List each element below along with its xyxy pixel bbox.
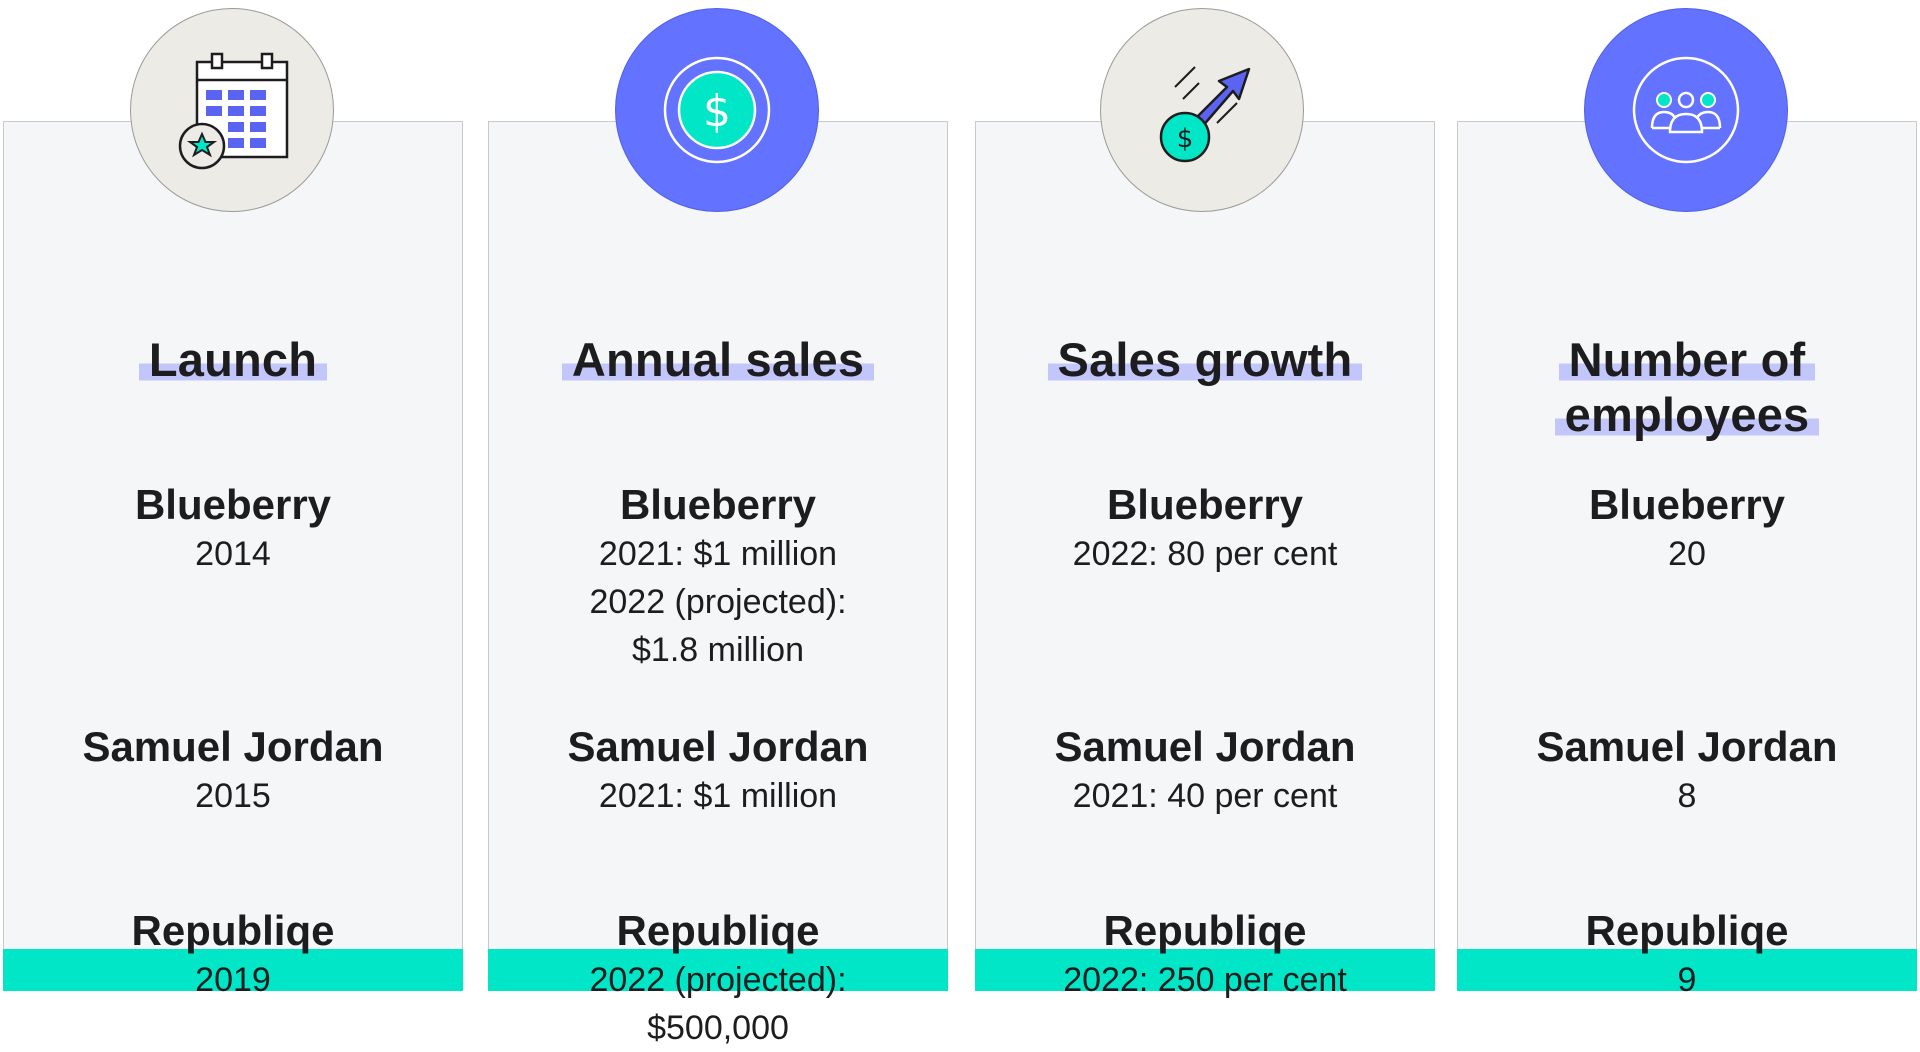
card-footer-bar <box>975 949 1435 991</box>
card-title-line: Launch <box>138 333 328 386</box>
entry-value: 2015 <box>195 777 271 815</box>
entry-value: $500,000 <box>647 1009 789 1047</box>
card-title: Annual sales <box>489 332 947 387</box>
card-title-line: Sales growth <box>1047 333 1363 386</box>
card-launch: Launch Blueberry 2014 Samuel Jordan 2015… <box>3 121 463 999</box>
entry-republiqe: Republiqe 2022: 250 per cent <box>976 906 1434 1004</box>
entry-blueberry: Blueberry 20 <box>1458 480 1916 578</box>
entry-value: 2022: 250 per cent <box>1063 961 1347 999</box>
card-title-line: Annual sales <box>561 333 875 386</box>
entry-value: 2021: 40 per cent <box>1072 777 1338 815</box>
entry-value: 2021: $1 million <box>598 535 838 573</box>
card-title: Sales growth <box>976 332 1434 387</box>
employees-badge <box>1584 8 1788 212</box>
entry-value: 2021: $1 million <box>598 777 838 815</box>
card-footer-bar <box>488 949 948 991</box>
card-title: Number of employees <box>1458 332 1916 442</box>
entry-value: $1.8 million <box>632 631 804 669</box>
company-name: Samuel Jordan <box>1054 723 1356 770</box>
entry-value: 2014 <box>195 535 271 573</box>
card-number-of-employees: Number of employees Blueberry 20 Samuel … <box>1457 121 1917 999</box>
company-name: Samuel Jordan <box>1536 723 1838 770</box>
calendar-star-icon <box>178 52 289 170</box>
entry-blueberry: Blueberry 2014 <box>4 480 462 578</box>
sales-growth-badge: $ <box>1100 8 1304 212</box>
launch-badge <box>130 8 334 212</box>
company-name: Samuel Jordan <box>567 723 869 770</box>
entry-blueberry: Blueberry 2021: $1 million 2022 (project… <box>489 480 947 674</box>
card-title: Launch <box>4 332 462 387</box>
company-name: Blueberry <box>619 481 817 528</box>
entry-samuel-jordan: Samuel Jordan 8 <box>1458 722 1916 820</box>
entry-value: 2019 <box>195 961 271 999</box>
company-name: Republiqe <box>1585 907 1789 954</box>
card-sales-growth: Sales growth Blueberry 2022: 80 per cent… <box>975 121 1435 999</box>
entry-value: 8 <box>1677 777 1697 815</box>
entry-samuel-jordan: Samuel Jordan 2021: 40 per cent <box>976 722 1434 820</box>
dollar-coin-icon: $ <box>663 56 771 164</box>
entry-value: 20 <box>1668 535 1706 573</box>
card-footer-bar <box>1457 949 1917 991</box>
entry-republiqe: Republiqe 9 <box>1458 906 1916 1004</box>
entry-republiqe: Republiqe 2022 (projected): $500,000 <box>489 906 947 1052</box>
entry-republiqe: Republiqe 2019 <box>4 906 462 1004</box>
entry-samuel-jordan: Samuel Jordan 2021: $1 million <box>489 722 947 820</box>
people-group-icon <box>1632 56 1740 164</box>
entry-blueberry: Blueberry 2022: 80 per cent <box>976 480 1434 578</box>
entry-value: 2022 (projected): <box>589 961 847 999</box>
company-name: Republiqe <box>616 907 820 954</box>
company-name: Republiqe <box>131 907 335 954</box>
company-name: Blueberry <box>1588 481 1786 528</box>
card-title-line: Number of <box>1558 333 1816 386</box>
company-name: Blueberry <box>1106 481 1304 528</box>
card-annual-sales: Annual sales Blueberry 2021: $1 million … <box>488 121 948 1047</box>
card-title-line: employees <box>1554 388 1820 441</box>
entry-value: 9 <box>1677 961 1697 999</box>
company-name: Blueberry <box>134 481 332 528</box>
card-footer-bar <box>3 949 463 991</box>
entry-value: 2022 (projected): <box>589 583 847 621</box>
company-name: Republiqe <box>1103 907 1307 954</box>
growth-arrow-icon: $ <box>1159 66 1251 163</box>
company-name: Samuel Jordan <box>82 723 384 770</box>
entry-samuel-jordan: Samuel Jordan 2015 <box>4 722 462 820</box>
svg-text:$: $ <box>703 86 731 137</box>
entry-value: 2022: 80 per cent <box>1072 535 1338 573</box>
svg-text:$: $ <box>1177 124 1194 154</box>
annual-sales-badge: $ <box>615 8 819 212</box>
